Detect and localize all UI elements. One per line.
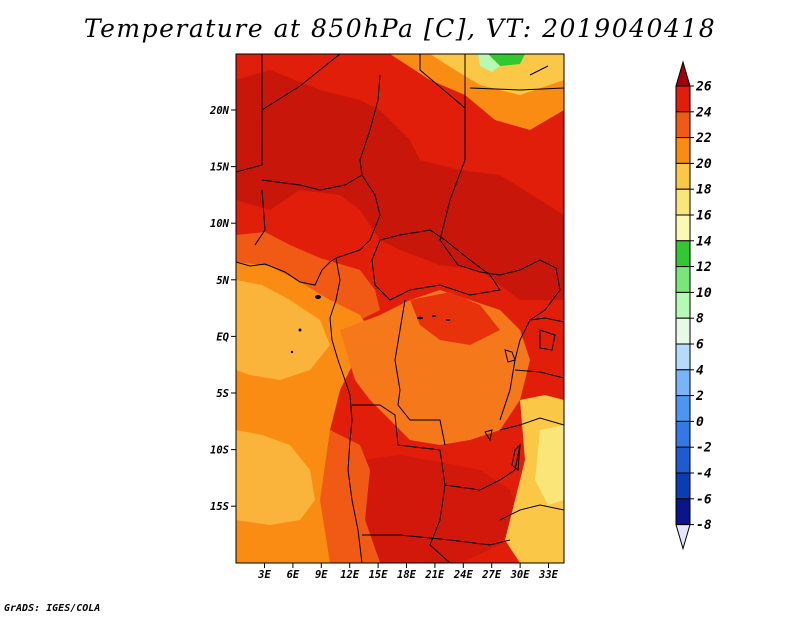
colorbar-segment (675, 188, 691, 216)
colorbar-label: 4 (696, 363, 704, 378)
lat-label: 20N (209, 105, 230, 117)
lat-label: 5S (216, 388, 229, 400)
colorbar-label: 2 (695, 389, 704, 404)
colorbar-segment (675, 85, 691, 113)
lon-label: 21E (424, 569, 445, 581)
colorbar-label: 0 (696, 415, 704, 430)
field-yellow-north-top (430, 54, 564, 95)
colorbar-top-arrow (675, 60, 691, 87)
lat-label: EQ (216, 331, 229, 343)
lat-label: 15N (210, 162, 230, 174)
field-red-southern (360, 455, 520, 563)
latitude-axis: 20N 15N 10N 5N EQ 5S 10S 15S (209, 105, 236, 513)
map-frame (235, 53, 565, 564)
longitude-axis: 3E 6E 9E 12E 15E 18E 21E 24E 27E 30E 33E (257, 563, 559, 581)
colorbar-label: -6 (696, 492, 712, 507)
colorbar-label: 14 (696, 234, 712, 249)
field-red-patch-central (410, 292, 500, 345)
temperature-map (236, 54, 564, 563)
colorbar-label: 16 (696, 209, 712, 224)
colorbar-label: 20 (695, 157, 712, 172)
lon-label: 3E (257, 569, 271, 581)
colorbar-segment (675, 498, 691, 526)
colorbar-label: 22 (695, 131, 712, 146)
colorbar-label: 24 (695, 105, 712, 120)
colorbar-segment (675, 343, 691, 371)
lon-label: 9E (315, 569, 328, 581)
field-pale-yellow-east-africa (535, 425, 564, 505)
colorbar-segment (675, 137, 691, 164)
colorbar-label: 8 (696, 312, 704, 327)
lon-label: 24E (453, 569, 474, 581)
colorbar-label: -8 (696, 518, 712, 533)
colorbar-label: 18 (696, 183, 712, 198)
field-dark-red-north (236, 70, 564, 300)
colorbar-segment (675, 291, 691, 319)
colorbar-segment (675, 420, 691, 448)
colorbar-label: -2 (696, 441, 712, 456)
colorbar-label: -4 (696, 467, 712, 482)
chart-title: Temperature at 850hPa [C], VT: 201904041… (83, 14, 717, 43)
colorbar-label: 6 (696, 338, 704, 353)
lon-label: 27E (481, 569, 502, 581)
lat-label: 10S (210, 445, 229, 457)
lon-label: 33E (538, 569, 559, 581)
colorbar-segment (675, 214, 691, 242)
lat-label: 5N (216, 275, 229, 287)
colorbar-segment (675, 446, 691, 474)
colorbar-label: 10 (696, 286, 712, 301)
colorbar-segment (675, 162, 691, 190)
colorbar-segment (675, 472, 691, 500)
lon-label: 18E (397, 569, 417, 581)
colorbar-segment (675, 369, 691, 397)
colorbar-segment (675, 111, 691, 139)
colorbar-segment (675, 240, 691, 268)
lon-label: 30E (510, 569, 531, 581)
lon-label: 12E (340, 569, 360, 581)
field-orange-southern-west (320, 430, 380, 563)
colorbar-segment (675, 395, 691, 422)
country-borders (236, 54, 564, 563)
grads-credit: GrADS: IGES/COLA (4, 603, 101, 614)
colorbar-bottom-arrow (675, 524, 691, 551)
field-green-north (488, 54, 525, 66)
colorbar-segment (675, 266, 691, 293)
islands (290, 295, 450, 354)
colorbar-label: 12 (696, 260, 712, 275)
lat-label: 10N (210, 218, 230, 230)
field-light-orange-atlantic (236, 280, 330, 380)
field-light-orange-atlantic-2 (236, 430, 315, 525)
lat-label: 15S (210, 501, 229, 513)
lon-label: 15E (369, 569, 389, 581)
field-red-orange-west (236, 232, 380, 320)
colorbar-segment (675, 317, 691, 345)
lon-label: 6E (287, 569, 300, 581)
colorbar-label: 26 (695, 80, 712, 95)
field-light-green-north (478, 54, 500, 72)
